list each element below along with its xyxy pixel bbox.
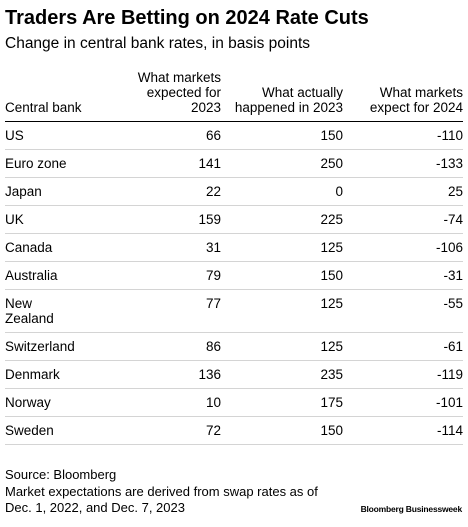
cell-expected-2023: 136 [115, 360, 221, 389]
column-header-expected-2024: What markets expect for 2024 [343, 70, 463, 122]
row-label: Japan [5, 177, 115, 206]
cell-actual-2023: 235 [221, 360, 343, 389]
cell-expected-2023: 86 [115, 332, 221, 361]
cell-actual-2023: 150 [221, 416, 343, 445]
cell-actual-2023: 225 [221, 205, 343, 234]
table-row: Euro zone 141 250 -133 [5, 149, 463, 178]
table-row: Denmark 136 235 -119 [5, 360, 463, 389]
cell-expected-2023: 79 [115, 261, 221, 290]
table-body: US 66 150 -110 Euro zone 141 250 -133 Japan 22 0 25… [5, 121, 463, 445]
cell-expected-2024: 25 [343, 177, 463, 206]
cell-actual-2023: 125 [221, 289, 343, 333]
cell-expected-2024: -106 [343, 233, 463, 262]
table-row: Sweden 72 150 -114 [5, 416, 463, 445]
cell-expected-2024: -110 [343, 121, 463, 150]
chart-footer: Source: Bloomberg Market expectations ar… [5, 467, 340, 517]
table-row: Australia 79 150 -31 [5, 261, 463, 290]
row-label: US [5, 121, 115, 150]
row-label: Sweden [5, 416, 115, 445]
table-row: US 66 150 -110 [5, 121, 463, 150]
cell-expected-2024: -31 [343, 261, 463, 290]
table-row: Canada 31 125 -106 [5, 233, 463, 262]
cell-expected-2023: 141 [115, 149, 221, 178]
source-note: Source: Bloomberg [5, 467, 117, 482]
cell-expected-2023: 22 [115, 177, 221, 206]
rates-table: Central bank What markets expected for 2… [5, 70, 463, 445]
cell-actual-2023: 150 [221, 121, 343, 150]
row-label: UK [5, 205, 115, 234]
cell-actual-2023: 175 [221, 388, 343, 417]
table-row: Japan 22 0 25 [5, 177, 463, 206]
cell-expected-2024: -119 [343, 360, 463, 389]
cell-expected-2023: 72 [115, 416, 221, 445]
cell-actual-2023: 0 [221, 177, 343, 206]
table-row: New Zealand 77 125 -55 [5, 289, 463, 333]
cell-expected-2023: 66 [115, 121, 221, 150]
table-header-row: Central bank What markets expected for 2… [5, 70, 463, 122]
publisher-credit: Bloomberg Businessweek [360, 504, 463, 514]
chart-subtitle: Change in central bank rates, in basis p… [5, 35, 311, 52]
cell-expected-2024: -114 [343, 416, 463, 445]
methodology-note: Market expectations are derived from swa… [5, 483, 318, 516]
cell-actual-2023: 150 [221, 261, 343, 290]
cell-expected-2023: 31 [115, 233, 221, 262]
row-label: Australia [5, 261, 115, 290]
column-header-actual-2023: What actually happened in 2023 [221, 70, 343, 122]
row-label: Norway [5, 388, 115, 417]
cell-expected-2023: 10 [115, 388, 221, 417]
cell-expected-2024: -55 [343, 289, 463, 333]
cell-expected-2024: -74 [343, 205, 463, 234]
column-header-central-bank: Central bank [5, 70, 115, 122]
row-label: Canada [5, 233, 115, 262]
cell-expected-2024: -101 [343, 388, 463, 417]
cell-expected-2024: -61 [343, 332, 463, 361]
table-row: UK 159 225 -74 [5, 205, 463, 234]
row-label: Switzerland [5, 332, 115, 361]
table-row: Norway 10 175 -101 [5, 388, 463, 417]
column-header-expected-2023: What markets expected for 2023 [115, 70, 221, 122]
cell-expected-2024: -133 [343, 149, 463, 178]
row-label: Euro zone [5, 149, 115, 178]
cell-actual-2023: 125 [221, 332, 343, 361]
cell-actual-2023: 125 [221, 233, 343, 262]
cell-actual-2023: 250 [221, 149, 343, 178]
chart-title: Traders Are Betting on 2024 Rate Cuts [5, 7, 369, 29]
row-label: Denmark [5, 360, 115, 389]
row-label: New Zealand [5, 289, 115, 333]
table-row: Switzerland 86 125 -61 [5, 332, 463, 361]
cell-expected-2023: 77 [115, 289, 221, 333]
cell-expected-2023: 159 [115, 205, 221, 234]
